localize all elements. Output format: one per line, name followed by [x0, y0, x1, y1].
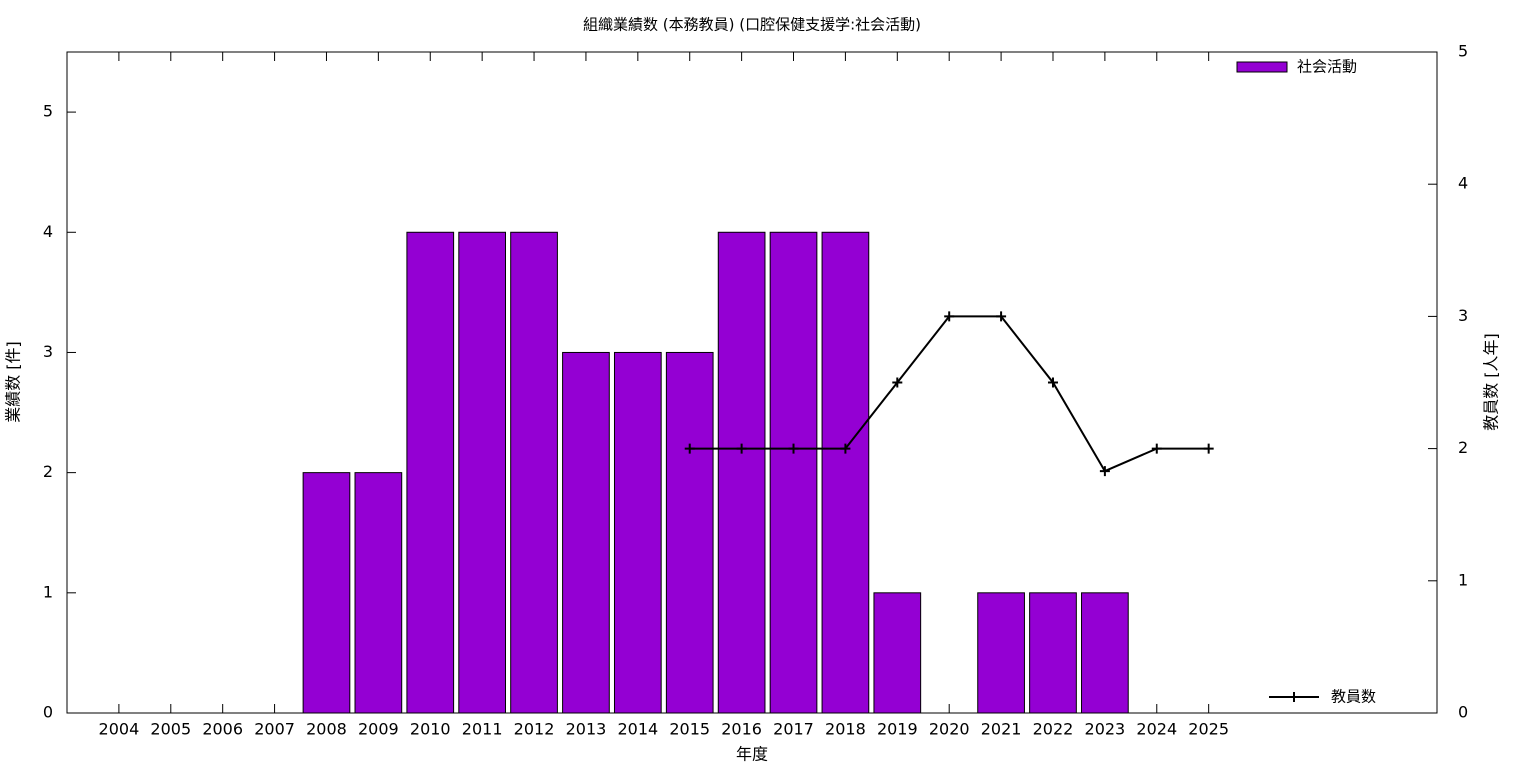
x-tick-label: 2017	[773, 720, 814, 739]
bar	[665, 351, 714, 714]
y2-tick-label: 5	[1458, 42, 1468, 61]
bar	[406, 231, 455, 714]
bar	[510, 231, 558, 714]
y2-tick-label: 0	[1458, 703, 1468, 722]
point	[892, 377, 903, 388]
chart-title: 組織業績数 (本務教員) (口腔保健支援学:社会活動)	[583, 16, 921, 34]
x-tick-label: 2021	[981, 720, 1022, 739]
x-tick-label: 2016	[721, 720, 762, 739]
point	[1203, 443, 1214, 454]
plot-frame	[66, 51, 1438, 714]
x-tick-label: 2025	[1188, 720, 1229, 739]
bar	[302, 472, 351, 714]
y2-tick-label: 3	[1458, 306, 1468, 325]
y2-tick-label: 1	[1458, 570, 1468, 589]
y-tick-label: 2	[43, 462, 53, 481]
x-tick-label: 2013	[566, 720, 607, 739]
y2-tick-label: 2	[1458, 438, 1468, 457]
bar	[458, 231, 507, 714]
bar	[873, 592, 922, 714]
y2-axis-label: 教員数 [人年]	[1482, 333, 1501, 431]
point	[684, 443, 695, 454]
x-tick-label: 2006	[202, 720, 243, 739]
point	[1047, 377, 1058, 388]
x-tick-label: 2014	[617, 720, 658, 739]
x-tick-label: 2024	[1136, 720, 1177, 739]
point	[1151, 443, 1162, 454]
y2-tick-label: 4	[1458, 174, 1468, 193]
point	[1099, 466, 1110, 477]
legend-label: 社会活動	[1297, 58, 1357, 76]
x-tick-label: 2009	[358, 720, 399, 739]
x-tick-label: 2020	[929, 720, 970, 739]
bar	[769, 231, 818, 714]
x-tick-label: 2022	[1033, 720, 1074, 739]
x-axis-label: 年度	[736, 745, 768, 764]
legend-swatch	[1236, 61, 1288, 73]
y-tick-label: 1	[43, 582, 53, 601]
legend-label: 教員数	[1331, 688, 1376, 706]
x-tick-label: 2011	[462, 720, 503, 739]
bar	[821, 231, 870, 714]
bar	[1029, 592, 1077, 714]
x-tick-label: 2023	[1085, 720, 1126, 739]
bar	[354, 472, 403, 714]
y-axis-label: 業績数 [件]	[4, 341, 23, 423]
bar	[977, 592, 1025, 714]
y-tick-label: 5	[43, 102, 53, 121]
bar	[1081, 592, 1129, 714]
y-tick-label: 4	[43, 222, 53, 241]
bar	[717, 231, 766, 714]
x-tick-label: 2015	[669, 720, 710, 739]
x-tick-label: 2004	[99, 720, 140, 739]
legend-swatch	[1289, 692, 1299, 702]
x-tick-label: 2005	[150, 720, 191, 739]
point	[736, 443, 747, 454]
point	[996, 311, 1007, 322]
point	[788, 443, 799, 454]
point	[944, 311, 955, 322]
bar	[613, 351, 662, 714]
x-tick-label: 2010	[410, 720, 451, 739]
y-tick-label: 0	[43, 703, 53, 722]
bar	[562, 351, 610, 714]
x-tick-label: 2012	[514, 720, 555, 739]
x-tick-label: 2007	[254, 720, 295, 739]
x-tick-label: 2019	[877, 720, 918, 739]
x-tick-label: 2008	[306, 720, 347, 739]
point	[840, 443, 851, 454]
x-tick-label: 2018	[825, 720, 866, 739]
y-tick-label: 3	[43, 342, 53, 361]
